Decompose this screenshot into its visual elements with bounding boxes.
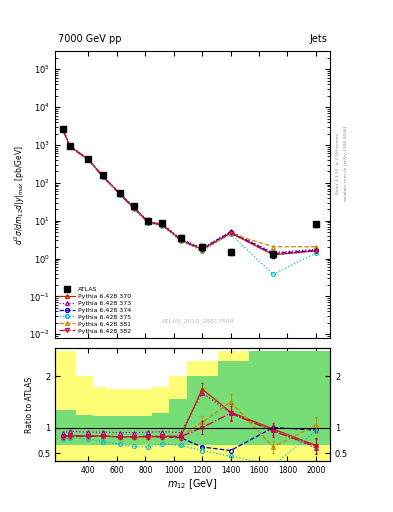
- Text: mcplots.cern.ch [arXiv:1306.3436]: mcplots.cern.ch [arXiv:1306.3436]: [344, 126, 348, 201]
- Y-axis label: Ratio to ATLAS: Ratio to ATLAS: [25, 376, 34, 433]
- X-axis label: $m_{12}$ [GeV]: $m_{12}$ [GeV]: [167, 477, 218, 491]
- Text: ATLAS_2010_S8817804: ATLAS_2010_S8817804: [162, 318, 234, 324]
- Y-axis label: $d^2\sigma/dm_{12}d|y|_{max}$ [pb/GeV]: $d^2\sigma/dm_{12}d|y|_{max}$ [pb/GeV]: [12, 144, 27, 245]
- Text: Rivet 3.1.10, ≥ 3.1M events: Rivet 3.1.10, ≥ 3.1M events: [336, 133, 340, 195]
- Text: 7000 GeV pp: 7000 GeV pp: [58, 34, 121, 44]
- Text: Jets: Jets: [310, 34, 327, 44]
- Legend: ATLAS, Pythia 6.428 370, Pythia 6.428 373, Pythia 6.428 374, Pythia 6.428 375, P: ATLAS, Pythia 6.428 370, Pythia 6.428 37…: [58, 285, 133, 335]
